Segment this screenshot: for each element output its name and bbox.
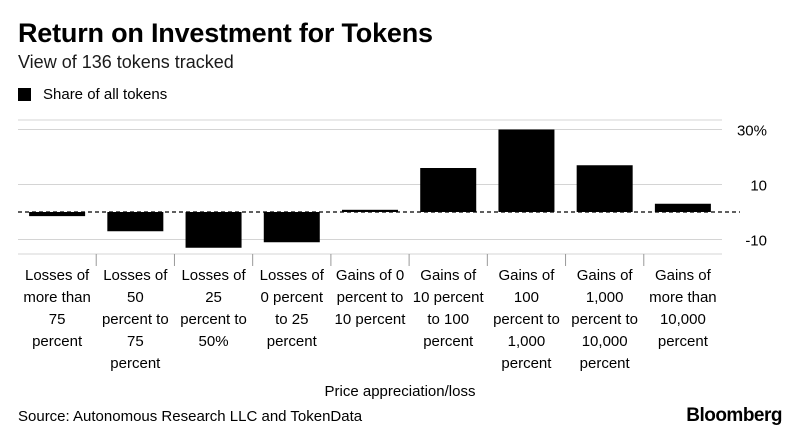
x-tick-label: Losses of 25 percent to 50% [180, 267, 247, 350]
y-tick-label: 30% [737, 123, 767, 140]
x-axis-title: Price appreciation/loss [324, 383, 476, 400]
x-tick-label: Losses of 0 percent to 25 percent [260, 267, 325, 350]
bar [576, 165, 633, 212]
bar [654, 203, 711, 212]
bar [107, 212, 164, 232]
legend-swatch [18, 88, 31, 101]
chart-title: Return on Investment for Tokens [18, 18, 433, 48]
legend-label: Share of all tokens [43, 86, 168, 103]
bloomberg-logo: Bloomberg [686, 405, 782, 426]
y-tick-label: -10 [745, 233, 767, 250]
x-tick-label: Gains of more than 10,000 percent [649, 267, 717, 350]
x-tick-label: Losses of more than 75 percent [23, 267, 91, 350]
bar [29, 212, 86, 217]
x-tick-label: Losses of 50 percent to 75 percent [102, 267, 169, 372]
x-tick-label: Gains of 0 percent to 10 percent [335, 267, 407, 328]
x-tick-label: Gains of 10 percent to 100 percent [413, 267, 485, 350]
bar [420, 168, 477, 212]
bar [342, 209, 398, 212]
y-tick-label: 10 [750, 178, 767, 195]
chart-subtitle: View of 136 tokens tracked [18, 52, 234, 72]
x-tick-label: Gains of 100 percent to 1,000 percent [493, 267, 560, 372]
legend: Share of all tokens [18, 86, 167, 103]
source-note: Source: Autonomous Research LLC and Toke… [18, 408, 363, 425]
bar [263, 212, 320, 243]
x-tick-label: Gains of 1,000 percent to 10,000 percent [571, 267, 638, 372]
bar [185, 212, 242, 248]
bar [498, 129, 555, 212]
